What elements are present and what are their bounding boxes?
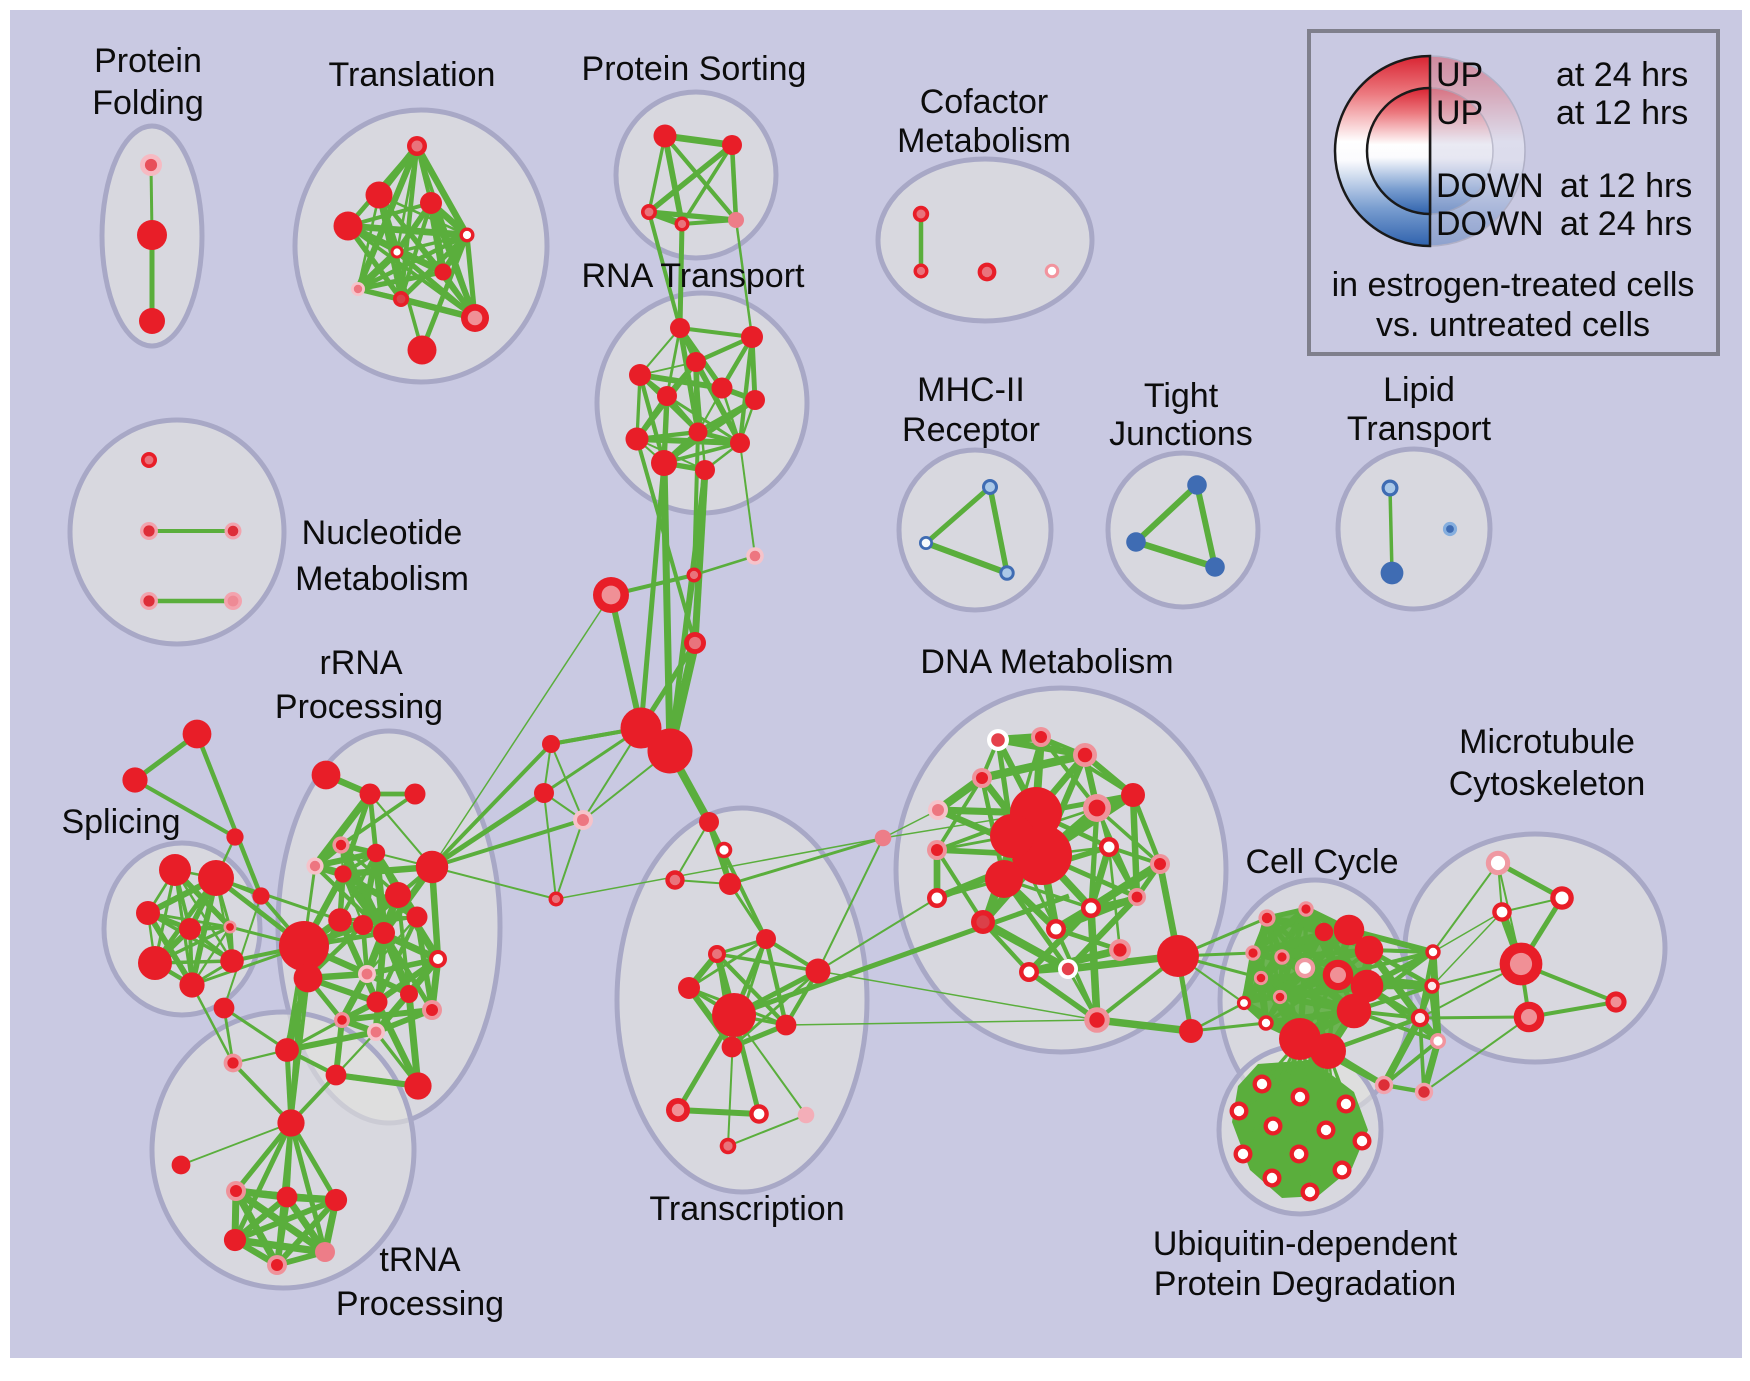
svg-text:Lipid: Lipid <box>1383 371 1455 409</box>
svg-text:Metabolism: Metabolism <box>897 122 1071 160</box>
svg-text:rRNA: rRNA <box>319 644 402 682</box>
svg-text:Ubiquitin-dependent: Ubiquitin-dependent <box>1153 1225 1458 1263</box>
svg-text:Folding: Folding <box>92 84 204 122</box>
svg-text:UP: UP <box>1436 56 1483 94</box>
svg-text:Protein: Protein <box>94 42 202 80</box>
svg-text:Metabolism: Metabolism <box>295 560 469 598</box>
svg-text:Protein Degradation: Protein Degradation <box>1154 1265 1456 1303</box>
svg-text:Microtubule: Microtubule <box>1459 723 1635 761</box>
svg-text:Processing: Processing <box>275 688 443 726</box>
svg-text:Cofactor: Cofactor <box>920 83 1049 121</box>
svg-text:RNA Transport: RNA Transport <box>582 257 806 295</box>
svg-text:Transcription: Transcription <box>649 1190 844 1228</box>
svg-text:Splicing: Splicing <box>61 803 180 841</box>
svg-text:UP: UP <box>1436 94 1483 132</box>
svg-text:Protein Sorting: Protein Sorting <box>582 50 807 88</box>
svg-text:at 12 hrs: at 12 hrs <box>1560 167 1692 205</box>
svg-text:at 24 hrs: at 24 hrs <box>1560 205 1692 243</box>
svg-text:Receptor: Receptor <box>902 411 1040 449</box>
svg-text:Cell Cycle: Cell Cycle <box>1245 843 1398 881</box>
svg-text:at 12 hrs: at 12 hrs <box>1556 94 1688 132</box>
svg-text:Cytoskeleton: Cytoskeleton <box>1449 765 1646 803</box>
svg-text:DNA Metabolism: DNA Metabolism <box>920 643 1173 681</box>
svg-text:MHC-II: MHC-II <box>917 371 1025 409</box>
svg-text:Junctions: Junctions <box>1109 415 1253 453</box>
svg-text:Tight: Tight <box>1144 377 1219 415</box>
svg-text:Transport: Transport <box>1347 410 1492 448</box>
svg-text:in estrogen-treated cells: in estrogen-treated cells <box>1332 266 1695 304</box>
svg-text:Processing: Processing <box>336 1285 504 1323</box>
svg-text:Nucleotide: Nucleotide <box>302 514 463 552</box>
svg-text:DOWN: DOWN <box>1436 205 1544 243</box>
svg-text:DOWN: DOWN <box>1436 167 1544 205</box>
svg-text:vs. untreated cells: vs. untreated cells <box>1376 306 1650 344</box>
svg-text:Translation: Translation <box>329 56 496 94</box>
svg-text:tRNA: tRNA <box>379 1241 461 1279</box>
svg-text:at 24 hrs: at 24 hrs <box>1556 56 1688 94</box>
